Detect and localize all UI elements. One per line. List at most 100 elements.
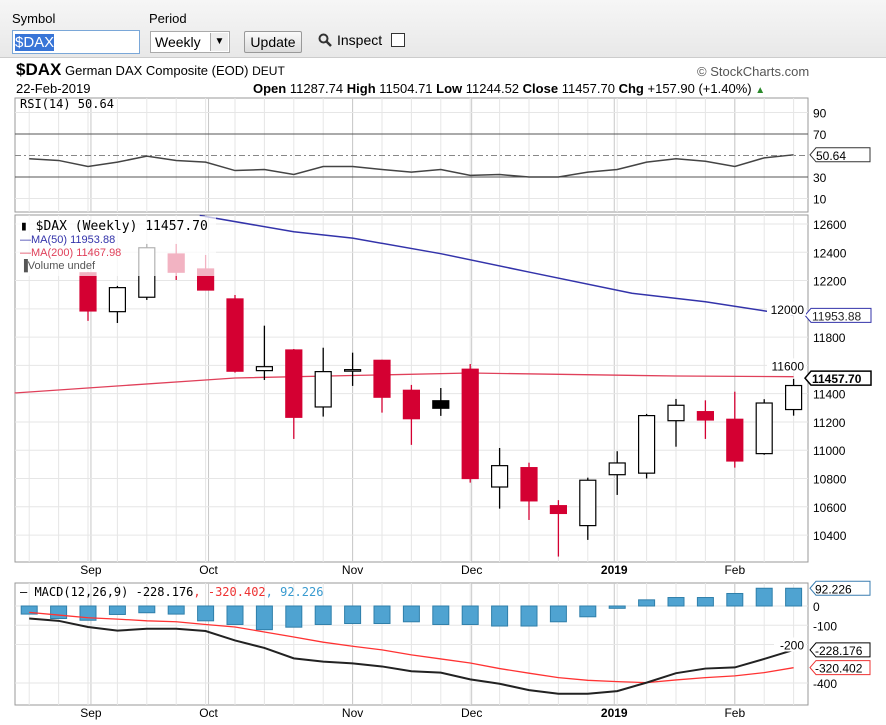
macd-histogram-bar: [638, 599, 656, 607]
macd-histogram-bar: [255, 605, 273, 631]
symbol-input-value: $DAX: [15, 34, 55, 51]
month-label: Oct: [199, 563, 218, 577]
symbol-label: Symbol: [12, 11, 56, 26]
rsi-line: [29, 154, 794, 178]
close-value: 11457.70: [561, 81, 615, 96]
macd-legend: — MACD(12,26,9) -228.176, -320.402, 92.2…: [20, 585, 323, 599]
ma200-legend: —MA(200) 11467.98: [20, 247, 121, 259]
macd-histogram-bar: [785, 587, 803, 607]
update-button[interactable]: Update: [244, 31, 302, 53]
chart-exchange: DEUT: [252, 64, 285, 78]
inspect-toggle[interactable]: Inspect: [318, 32, 406, 48]
candle-body: [373, 359, 391, 398]
macd-histogram-bar: [696, 597, 714, 607]
macd-histogram-bar: [667, 597, 685, 607]
candle-body: [402, 389, 420, 420]
high-value: 11504.71: [379, 81, 433, 96]
toolbar: Symbol $DAX Period Weekly ▼ Update Inspec…: [0, 0, 886, 58]
rsi-legend: RSI(14) 50.64: [20, 97, 114, 111]
macd-histogram-bar: [461, 605, 479, 625]
close-label: Close: [522, 81, 559, 96]
open-value: 11287.74: [289, 81, 344, 96]
price-tick-label: 11000: [813, 444, 846, 458]
macd-histogram-bar: [520, 605, 538, 627]
inspect-checkbox[interactable]: [391, 33, 406, 47]
candle-body: [549, 505, 568, 515]
low-value: 11244.52: [465, 81, 520, 96]
high-label: High: [346, 81, 376, 96]
month-label: Sep: [80, 563, 102, 577]
macd-histogram-bar: [579, 605, 597, 618]
candle-body: [432, 400, 450, 409]
candle-body: [726, 418, 744, 462]
candle-body: [637, 414, 656, 474]
rsi-value-tag: [809, 147, 871, 163]
month-label: Feb: [724, 706, 745, 720]
ma50-value-tag: [804, 307, 872, 323]
macd-histogram-bar: [755, 587, 773, 607]
macd-tick-label: -400: [813, 677, 837, 691]
price-tick-label: 12600: [813, 218, 847, 232]
macd-histogram-bar: [549, 605, 567, 623]
month-label: Oct: [199, 706, 218, 720]
candle-body: [461, 368, 479, 480]
macd-histogram-bar: [50, 605, 68, 620]
month-label: Dec: [461, 563, 482, 577]
period-label: Period: [149, 11, 187, 26]
close-value-tag-label: 11457.70: [812, 372, 862, 386]
macd-tick-label: -200: [780, 639, 804, 653]
macd-value-tag-label: -228.176: [815, 644, 863, 658]
chart-name: German DAX Composite (EOD): [64, 63, 249, 78]
chg-value: +157.90 (+1.40%): [647, 81, 752, 96]
macd-line: [29, 617, 794, 695]
month-label: 2019: [601, 563, 628, 577]
candle-body: [608, 462, 626, 476]
price-tick-label-bg: [767, 301, 806, 316]
stockcharts-credit: © StockCharts.com: [697, 64, 810, 79]
macd-tick-label-bg: [774, 637, 806, 652]
rsi-tick-label: 10: [813, 193, 827, 207]
month-label: Dec: [461, 706, 482, 720]
macd-histogram-bar: [138, 605, 156, 614]
chart-date: 22-Feb-2019: [16, 81, 91, 96]
volume-legend: ▐Volume undef: [20, 258, 96, 273]
price-legend-title: ▮ $DAX (Weekly) 11457.70: [20, 219, 208, 234]
macd-histogram-bar: [608, 605, 626, 609]
price-tick-label: 11600: [772, 359, 805, 373]
macd-histogram-bar: [726, 592, 744, 607]
low-label: Low: [436, 81, 463, 96]
up-arrow-icon: ▲: [755, 85, 766, 96]
macd-histogram-bar: [79, 605, 97, 621]
month-label: Nov: [342, 563, 363, 577]
candle-body: [784, 384, 803, 411]
macd-histogram-bar: [20, 605, 38, 615]
ma50-line: [199, 214, 794, 317]
close-value-tag: [804, 370, 872, 386]
chart-symbol: $DAX: [16, 60, 62, 79]
ma50-legend: —MA(50) 11953.88: [20, 234, 115, 246]
open-label: Open: [253, 81, 287, 96]
macd-histogram-bar: [373, 605, 391, 625]
month-label: Feb: [724, 563, 745, 577]
candle-body: [696, 411, 715, 421]
symbol-input[interactable]: $DAX: [12, 30, 140, 54]
macd-histogram-bar: [344, 605, 362, 625]
macd-value-tag-label: 92.226: [815, 582, 852, 596]
candle-body: [226, 298, 244, 372]
price-tick-label: 10800: [813, 473, 847, 487]
period-select[interactable]: Weekly ▼: [150, 31, 230, 53]
month-label: Nov: [342, 706, 363, 720]
candle-body: [667, 404, 685, 422]
macd-histogram-bar: [108, 605, 126, 615]
macd-value-tag: [809, 660, 871, 676]
macd-legend-part: , -320.402: [193, 585, 265, 599]
period-value: Weekly: [155, 34, 201, 50]
candle-body: [579, 479, 597, 527]
macd-histogram-bar: [226, 605, 244, 625]
macd-histogram-bar: [432, 605, 450, 625]
rsi-tick-label: 30: [813, 171, 827, 185]
rsi-value-tag-label: 50.64: [816, 149, 846, 163]
macd-tick-label: -100: [813, 619, 837, 633]
candle-body: [491, 465, 509, 488]
